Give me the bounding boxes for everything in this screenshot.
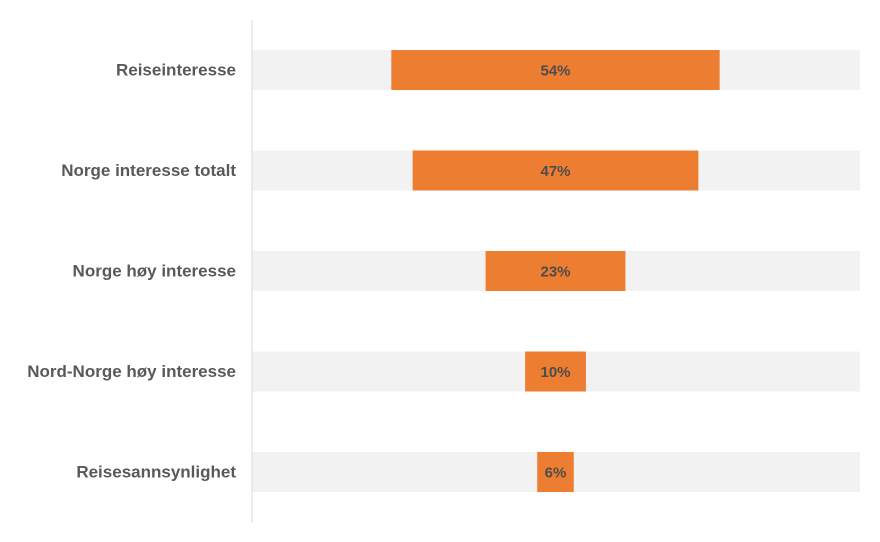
bar-layer	[391, 50, 720, 492]
value-label: 47%	[540, 163, 570, 180]
bar	[525, 351, 586, 392]
category-label: Reisesannsynlighet	[76, 463, 236, 482]
value-label: 6%	[545, 465, 567, 482]
bar	[537, 452, 574, 492]
value-label: 54%	[540, 63, 570, 80]
bar	[391, 50, 720, 90]
category-label: Reiseinteresse	[116, 61, 236, 80]
category-label-layer: Reiseinteresse Norge interesse totalt Norg…	[27, 61, 236, 482]
value-label: 23%	[540, 264, 570, 281]
value-label-layer: 54% 47% 23% 10% 6%	[540, 63, 570, 482]
category-label: Norge høy interesse	[73, 262, 236, 281]
category-label: Norge interesse totalt	[61, 161, 236, 180]
bar	[485, 251, 626, 291]
bar	[412, 150, 699, 191]
category-label: Nord-Norge høy interesse	[27, 362, 236, 381]
value-label: 10%	[540, 364, 570, 381]
